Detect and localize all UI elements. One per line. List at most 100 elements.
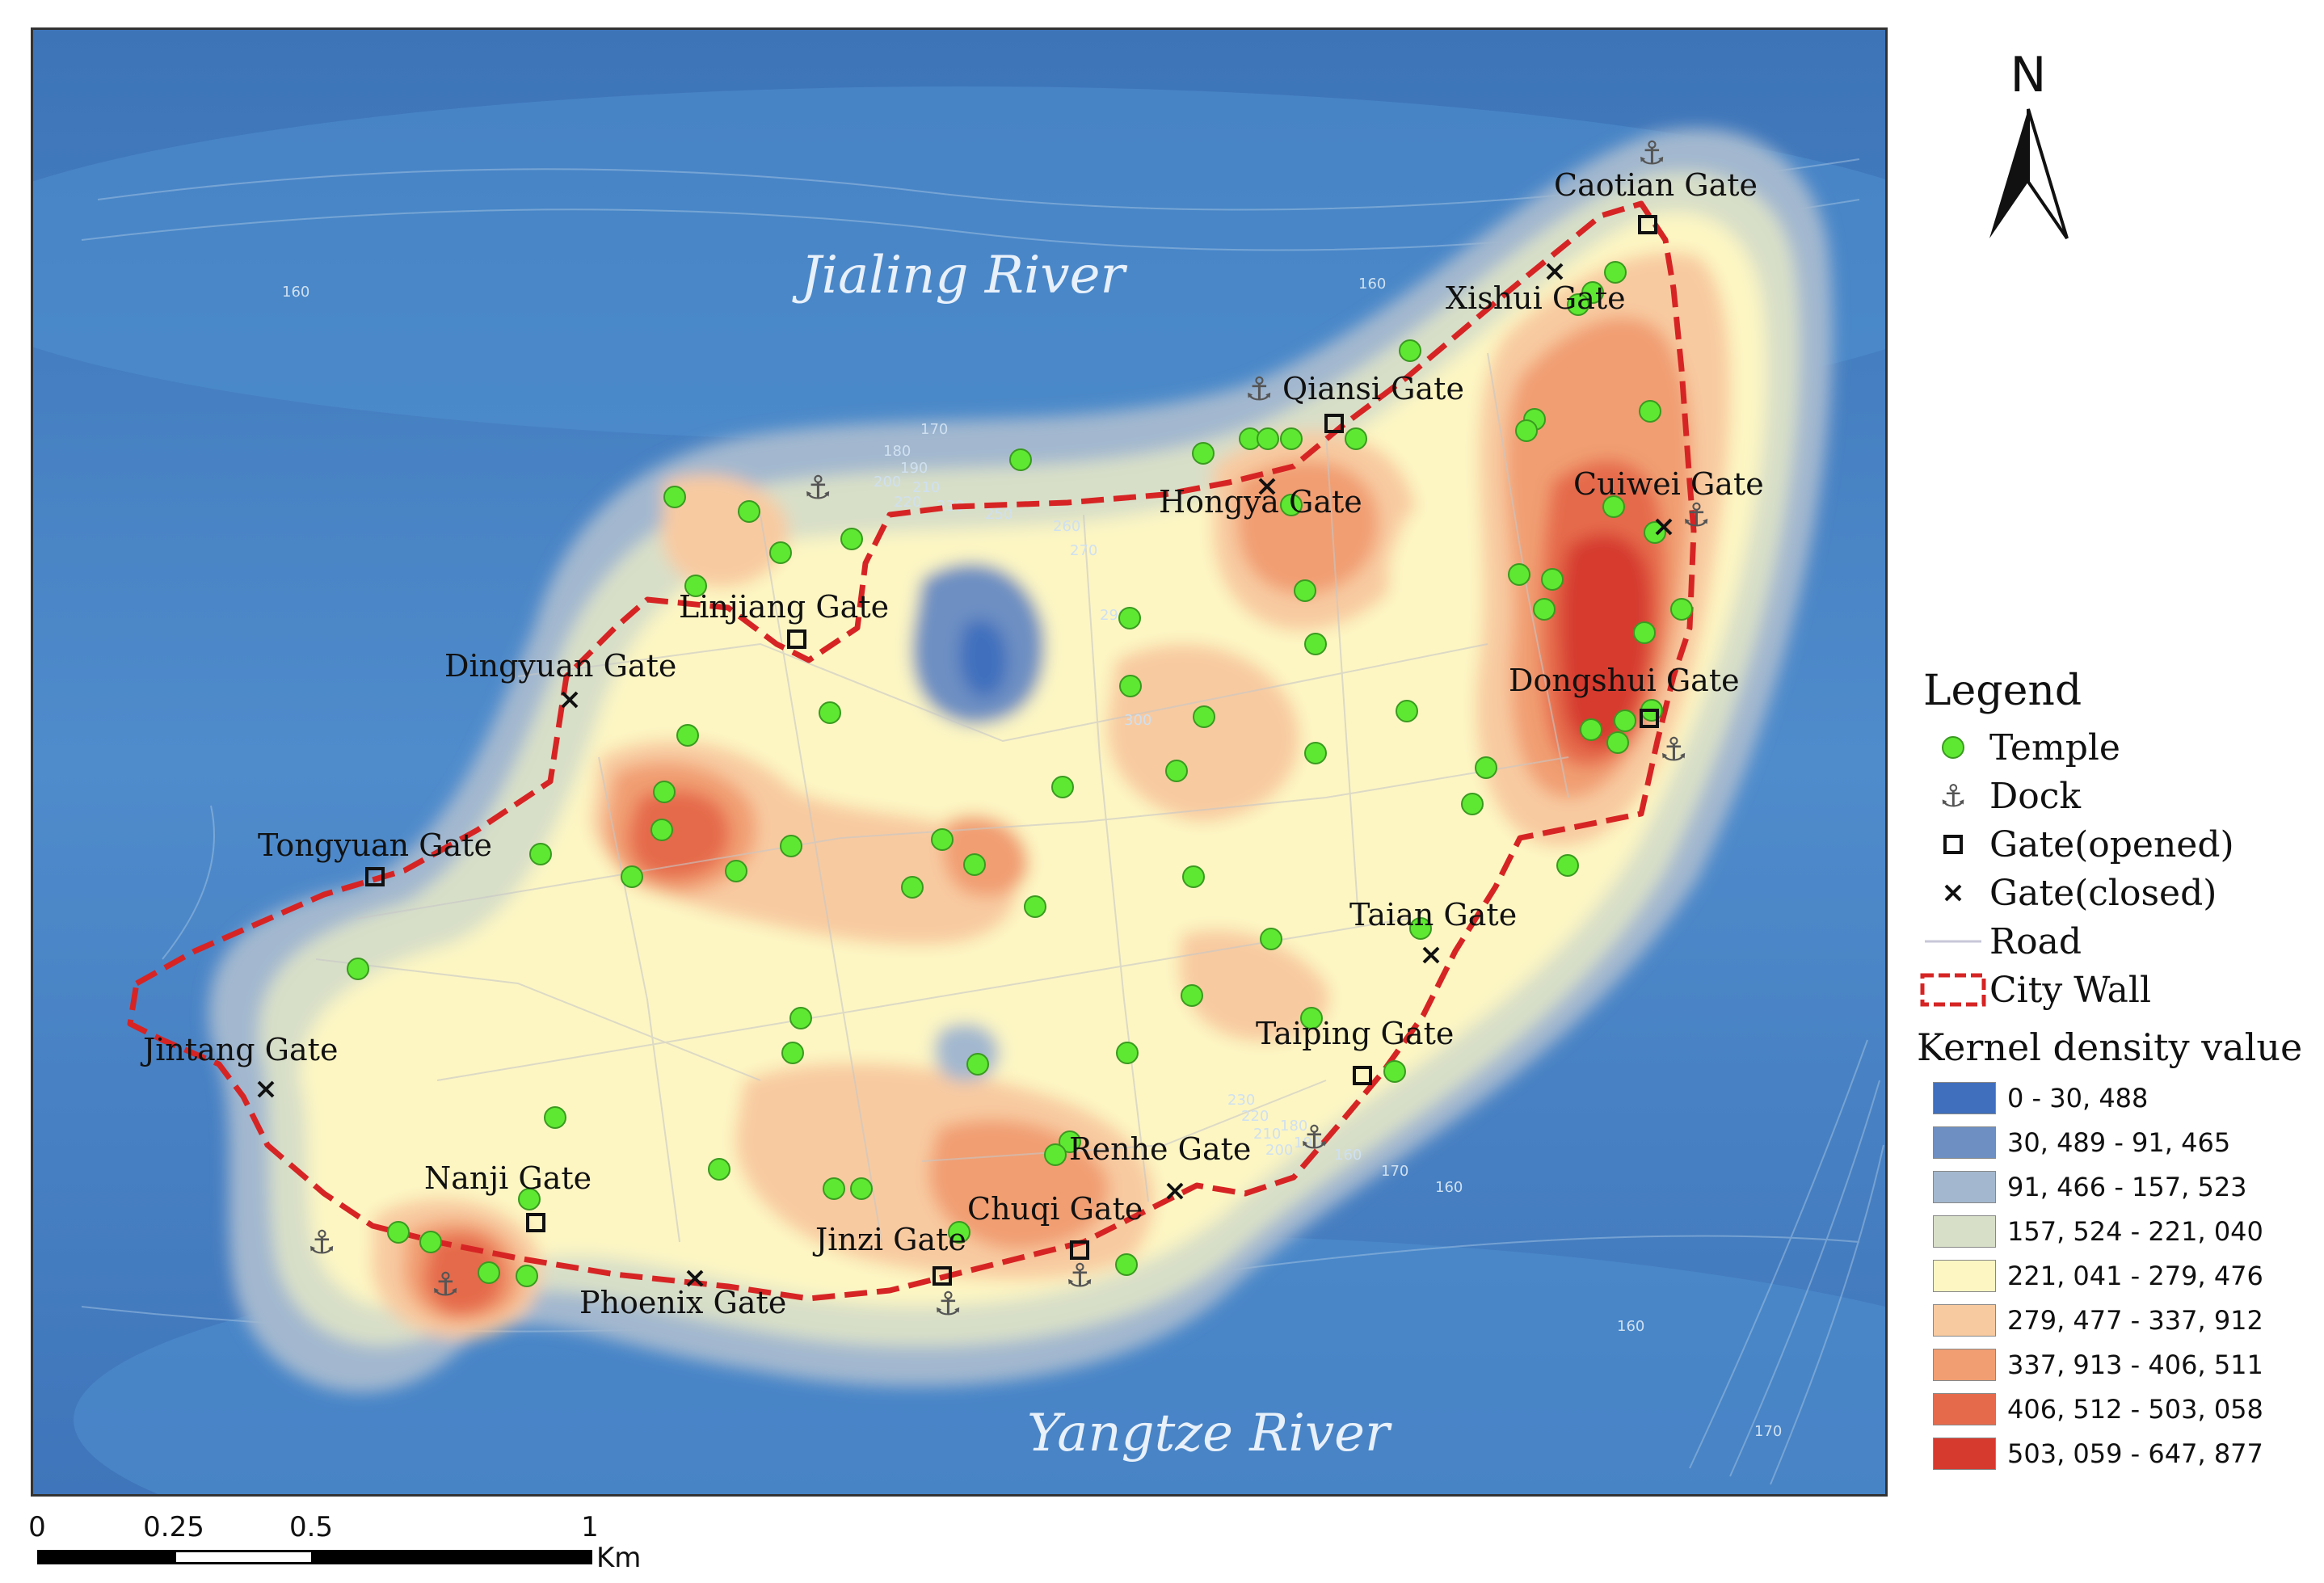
gate-closed-marker[interactable] [686, 1269, 704, 1287]
temple-marker[interactable] [1009, 448, 1032, 471]
temple-marker[interactable] [1193, 705, 1215, 728]
gate-closed-marker[interactable] [1546, 263, 1564, 280]
temple-marker[interactable] [1670, 598, 1693, 621]
temple-marker[interactable] [1257, 427, 1279, 450]
dock-icon[interactable]: ⚓ [1299, 1119, 1328, 1156]
temple-marker[interactable] [1409, 917, 1432, 940]
temple-marker[interactable] [419, 1231, 442, 1253]
temple-marker[interactable] [1644, 521, 1666, 544]
temple-marker[interactable] [1044, 1143, 1067, 1166]
temple-marker[interactable] [789, 1007, 812, 1029]
dock-icon[interactable]: ⚓ [1659, 731, 1688, 768]
temple-marker[interactable] [1580, 718, 1602, 741]
gate-opened-marker[interactable] [933, 1266, 952, 1286]
temple-marker[interactable] [1115, 1253, 1138, 1276]
temple-marker[interactable] [1182, 865, 1205, 888]
temple-marker[interactable] [516, 1265, 538, 1287]
temple-marker[interactable] [1541, 568, 1564, 591]
temple-marker[interactable] [1116, 1042, 1139, 1064]
dock-icon[interactable]: ⚓ [803, 469, 832, 507]
temple-marker[interactable] [1119, 675, 1142, 697]
temple-marker[interactable] [840, 528, 863, 550]
temple-marker[interactable] [1606, 731, 1629, 754]
temple-marker[interactable] [850, 1177, 873, 1200]
gate-opened-marker[interactable] [365, 867, 385, 886]
temple-marker[interactable] [1300, 1007, 1323, 1029]
temple-marker[interactable] [948, 1221, 970, 1244]
temple-marker[interactable] [1059, 1130, 1081, 1153]
temple-marker[interactable] [1165, 760, 1188, 782]
temple-marker[interactable] [1118, 607, 1141, 629]
temple-marker[interactable] [1181, 984, 1203, 1007]
temple-marker[interactable] [650, 819, 673, 841]
dock-icon[interactable]: ⚓ [1682, 497, 1711, 534]
temple-marker[interactable] [653, 781, 676, 803]
temple-marker[interactable] [1581, 281, 1604, 304]
dock-icon[interactable]: ⚓ [1637, 135, 1666, 172]
gate-closed-marker[interactable] [257, 1080, 275, 1098]
temple-marker[interactable] [819, 701, 841, 724]
temple-marker[interactable] [676, 724, 699, 747]
dock-icon[interactable]: ⚓ [307, 1224, 336, 1261]
temple-marker[interactable] [1304, 633, 1327, 655]
temple-marker[interactable] [1475, 756, 1497, 779]
temple-marker[interactable] [1508, 563, 1530, 586]
temple-marker[interactable] [1260, 928, 1282, 950]
temple-marker[interactable] [1294, 579, 1316, 602]
temple-marker[interactable] [684, 575, 707, 597]
gate-opened-marker[interactable] [1638, 215, 1657, 234]
temple-marker[interactable] [708, 1158, 730, 1181]
dock-icon[interactable]: ⚓ [431, 1266, 460, 1303]
temple-marker[interactable] [1024, 895, 1046, 918]
temple-marker[interactable] [901, 876, 924, 899]
temple-marker[interactable] [1633, 621, 1656, 644]
temple-marker[interactable] [1345, 427, 1367, 450]
temple-marker[interactable] [387, 1221, 410, 1244]
temple-marker[interactable] [1639, 400, 1661, 423]
temple-marker[interactable] [1604, 261, 1627, 284]
temple-marker[interactable] [1515, 419, 1538, 442]
temple-marker[interactable] [544, 1106, 566, 1129]
dock-icon[interactable]: ⚓ [1065, 1257, 1094, 1295]
temple-marker[interactable] [1280, 494, 1303, 516]
temple-marker[interactable] [1192, 442, 1215, 465]
temple-marker[interactable] [529, 843, 552, 865]
temple-marker[interactable] [1602, 495, 1625, 518]
gate-opened-marker[interactable] [1324, 414, 1344, 433]
temple-marker[interactable] [663, 486, 686, 508]
gate-opened-marker[interactable] [1640, 709, 1659, 728]
temple-marker[interactable] [1051, 776, 1074, 798]
temple-marker[interactable] [1614, 709, 1636, 732]
gate-opened-marker[interactable] [787, 629, 806, 649]
temple-marker[interactable] [1304, 742, 1327, 764]
gate-opened-marker[interactable] [1070, 1240, 1089, 1260]
temple-marker[interactable] [738, 500, 760, 523]
gate-closed-marker[interactable] [1166, 1182, 1184, 1200]
temple-marker[interactable] [1556, 854, 1579, 877]
temple-marker[interactable] [823, 1177, 845, 1200]
temple-marker[interactable] [1280, 427, 1303, 450]
gate-opened-marker[interactable] [1353, 1066, 1372, 1085]
gate-opened-marker[interactable] [526, 1213, 545, 1232]
gate-closed-marker[interactable] [1655, 518, 1673, 536]
temple-marker[interactable] [1461, 793, 1484, 815]
temple-marker[interactable] [725, 860, 747, 882]
temple-marker[interactable] [931, 828, 954, 851]
dock-icon[interactable]: ⚓ [1244, 371, 1274, 408]
temple-marker[interactable] [621, 865, 643, 888]
temple-marker[interactable] [347, 958, 369, 980]
gate-closed-marker[interactable] [561, 691, 579, 709]
temple-marker[interactable] [518, 1188, 541, 1210]
temple-marker[interactable] [1567, 293, 1589, 316]
dock-icon[interactable]: ⚓ [933, 1286, 962, 1323]
temple-marker[interactable] [769, 541, 792, 564]
temple-marker[interactable] [963, 853, 986, 876]
temple-marker[interactable] [1396, 700, 1418, 722]
temple-marker[interactable] [1383, 1060, 1406, 1083]
gate-closed-marker[interactable] [1422, 946, 1440, 964]
temple-marker[interactable] [781, 1042, 804, 1064]
temple-marker[interactable] [478, 1261, 500, 1284]
gate-closed-marker[interactable] [1258, 478, 1276, 495]
temple-marker[interactable] [966, 1053, 989, 1076]
temple-marker[interactable] [1399, 339, 1421, 362]
